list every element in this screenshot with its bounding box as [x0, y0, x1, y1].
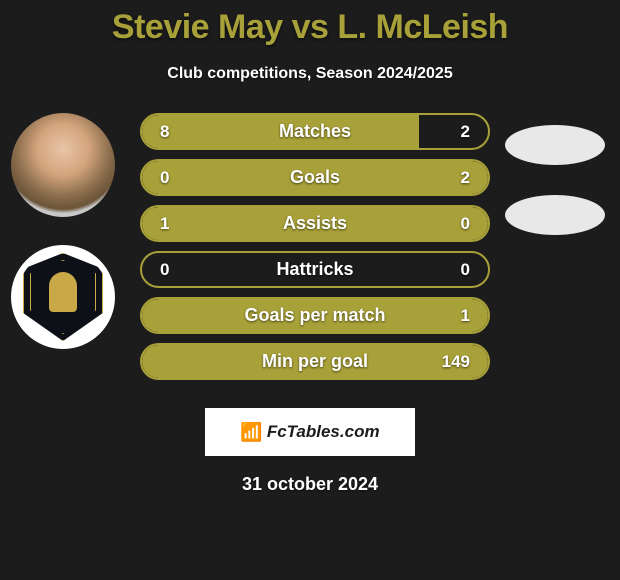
row-left-value: 1 [160, 214, 169, 234]
player-avatar-left [11, 113, 115, 217]
left-avatars [8, 113, 118, 349]
stat-row: 0 Hattricks 0 [140, 251, 490, 288]
footer-logo-text: FcTables.com [267, 422, 380, 442]
row-right-value: 2 [461, 122, 470, 142]
row-label: Goals per match [244, 305, 385, 326]
stat-row: 1 Assists 0 [140, 205, 490, 242]
footer-date: 31 october 2024 [0, 474, 620, 495]
shield-emblem-icon [49, 272, 77, 312]
player-placeholder-right-2 [505, 195, 605, 235]
chart-icon: 📶 [240, 422, 260, 443]
stat-row: Goals per match 1 [140, 297, 490, 334]
footer-logo: 📶 FcTables.com [205, 408, 415, 456]
row-label: Hattricks [276, 259, 353, 280]
stat-row: Min per goal 149 [140, 343, 490, 380]
stat-row: 8 Matches 2 [140, 113, 490, 150]
stats-rows: 8 Matches 2 0 Goals 2 1 Assists 0 0 Hattricks 0 Goal… [140, 113, 490, 380]
right-avatars [500, 125, 610, 235]
row-right-value: 0 [461, 260, 470, 280]
row-right-value: 1 [461, 306, 470, 326]
page-subtitle: Club competitions, Season 2024/2025 [0, 65, 620, 83]
row-label: Matches [279, 121, 351, 142]
row-right-value: 149 [442, 352, 470, 372]
row-label: Assists [283, 213, 347, 234]
infographic-container: Stevie May vs L. McLeish Club competitio… [0, 0, 620, 580]
row-left-value: 8 [160, 122, 169, 142]
row-left-value: 0 [160, 168, 169, 188]
content-area: 8 Matches 2 0 Goals 2 1 Assists 0 0 Hattricks 0 Goal… [0, 113, 620, 380]
row-left-value: 0 [160, 260, 169, 280]
shield-icon [23, 253, 103, 341]
club-badge-left [11, 245, 115, 349]
row-label: Goals [290, 167, 340, 188]
player-placeholder-right-1 [505, 125, 605, 165]
row-right-value: 2 [461, 168, 470, 188]
stat-row: 0 Goals 2 [140, 159, 490, 196]
row-label: Min per goal [262, 351, 368, 372]
row-right-value: 0 [461, 214, 470, 234]
page-title: Stevie May vs L. McLeish [0, 0, 620, 47]
